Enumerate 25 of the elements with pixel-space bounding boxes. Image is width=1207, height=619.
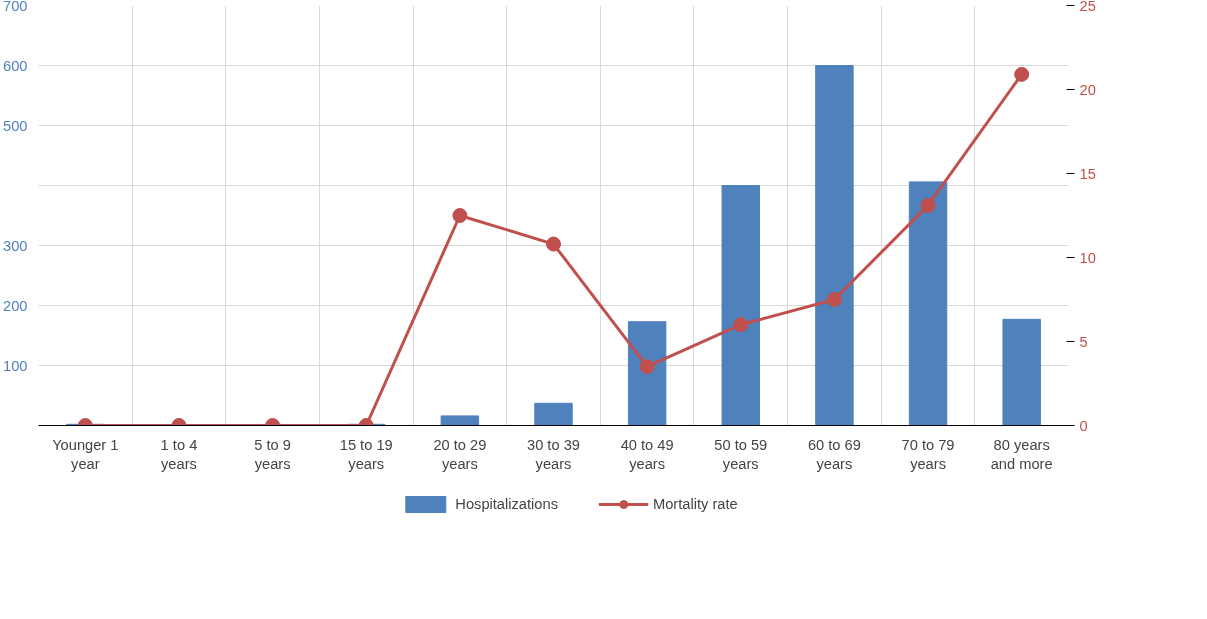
x-tick-label: 60 to 69 years [807, 436, 861, 472]
x-tick-label: 1 to 4 years [160, 436, 198, 472]
y2-tick-label: 0 [1079, 417, 1088, 434]
x-tick-label: Younger 1 year [52, 436, 119, 472]
y-tick-label: 600 [3, 57, 28, 74]
legend-label: Mortality rate [652, 496, 738, 512]
legend-label: Hospitalizations [455, 496, 558, 512]
y2-tick-label: 20 [1079, 81, 1096, 98]
y2-tick-label: 5 [1079, 333, 1088, 350]
x-tick-label: 80 years and more [990, 436, 1053, 472]
y-tick-label: 700 [3, 0, 28, 14]
y2-tick-label: 15 [1079, 165, 1096, 182]
x-tick-label: 15 to 19 years [339, 436, 393, 472]
y-tick-label: 300 [3, 237, 28, 254]
x-tick-label: 70 to 79 years [901, 436, 955, 472]
y-tick-label: 200 [3, 297, 28, 314]
y-tick-label: 500 [3, 117, 28, 134]
x-tick-label: 20 to 29 years [433, 436, 487, 472]
x-tick-label: 50 to 59 years [714, 436, 768, 472]
x-tick-label: 30 to 39 years [527, 436, 580, 472]
y2-tick-label: 25 [1079, 0, 1096, 14]
y2-tick-label: 10 [1079, 249, 1096, 266]
x-tick-label: 5 to 9 years [254, 436, 291, 472]
y-tick-label: 100 [3, 357, 28, 374]
x-tick-label: 40 to 49 years [620, 436, 674, 472]
